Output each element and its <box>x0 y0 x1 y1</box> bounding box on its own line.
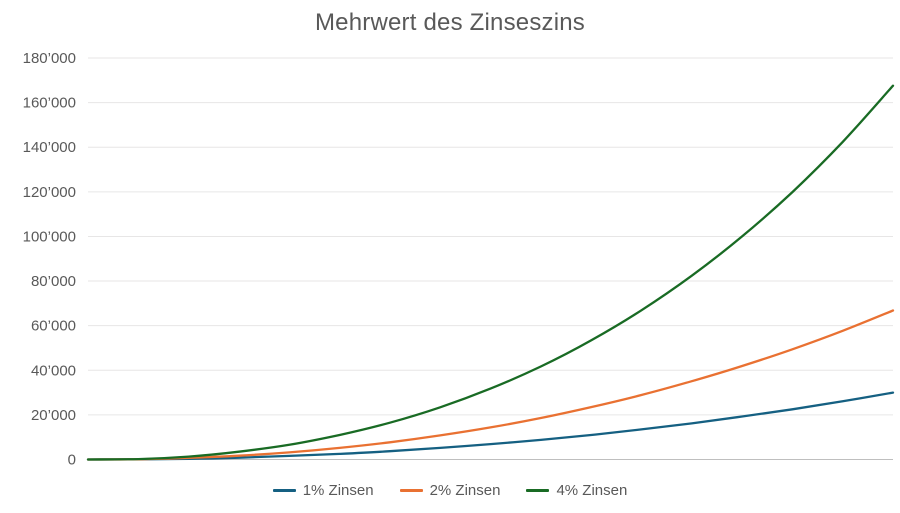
chart-title: Mehrwert des Zinseszins <box>314 9 586 36</box>
y-axis-tick-label: 0 <box>68 452 76 469</box>
series-line-1 <box>86 391 895 461</box>
legend: 1% Zinsen 2% Zinsen 4% Zinsen <box>0 479 900 501</box>
legend-item-2: 2% Zinsen <box>399 481 501 499</box>
y-axis-tick-label: 160’000 <box>23 95 76 112</box>
series-line-3 <box>86 84 895 461</box>
y-axis-tick-label: 120’000 <box>23 184 76 201</box>
legend-line-marker <box>526 488 550 492</box>
series-line-2 <box>86 309 895 461</box>
legend-line-marker <box>399 488 423 492</box>
y-axis-tick-label: 80’000 <box>31 273 76 290</box>
legend-label: 4% Zinsen <box>556 481 628 499</box>
plot-area: 0 20’000 40’000 60’000 80’000 100’000 120’000 1… <box>23 50 895 469</box>
legend-item-3: 4% Zinsen <box>526 482 627 499</box>
y-axis-tick-label: 60’000 <box>31 318 76 335</box>
y-axis-tick-label: 140’000 <box>23 139 76 156</box>
legend-item-1: 1% Zinsen <box>272 481 374 499</box>
legend-label: 1% Zinsen <box>302 481 374 499</box>
y-axis-tick-label: 40’000 <box>31 362 76 379</box>
legend-label: 2% Zinsen <box>429 481 501 499</box>
y-axis-tick-label: 180’000 <box>23 50 76 67</box>
legend-line-marker <box>272 488 296 492</box>
y-axis-tick-label: 100’000 <box>23 228 76 245</box>
y-axis-tick-label: 20’000 <box>31 407 76 424</box>
